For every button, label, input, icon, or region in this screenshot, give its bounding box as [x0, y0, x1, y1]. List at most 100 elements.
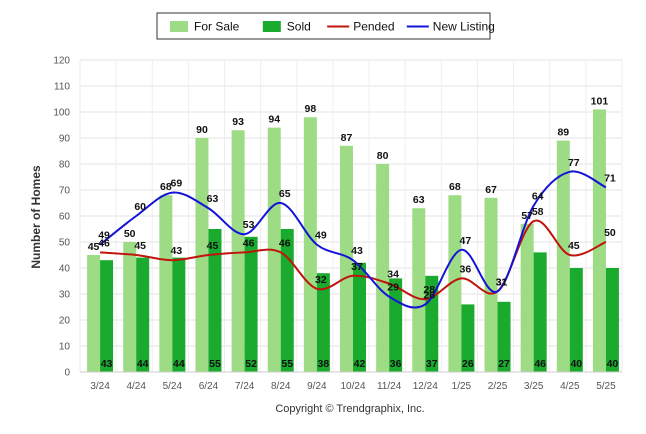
y-tick-label: 80 [59, 160, 71, 171]
bar-sold [172, 257, 186, 372]
line-layer [99, 170, 607, 309]
legend-label-pended: Pended [353, 20, 394, 34]
pended-value-label: 46 [243, 237, 255, 249]
y-tick-label: 30 [59, 290, 71, 301]
sold-value-label: 38 [318, 358, 330, 370]
pended-value-label: 34 [387, 269, 399, 281]
sold-value-label: 27 [498, 358, 510, 370]
sold-value-label: 55 [281, 358, 293, 370]
new-listing-value-label: 71 [604, 172, 616, 184]
bar-for-sale [303, 117, 317, 372]
sold-value-label: 52 [245, 358, 257, 370]
bar-for-sale [87, 255, 101, 372]
pended-value-label: 45 [134, 240, 146, 252]
sold-value-label: 26 [462, 358, 474, 370]
sold-value-label: 36 [390, 358, 402, 370]
new-listing-value-label: 49 [315, 230, 327, 242]
for-sale-value-label: 67 [485, 184, 497, 196]
bar-for-sale [412, 208, 426, 372]
y-tick-label: 10 [59, 342, 71, 353]
new-listing-value-label: 47 [460, 235, 472, 247]
pended-value-label: 32 [315, 274, 327, 286]
copyright: Copyright © Trendgraphix, Inc. [275, 403, 424, 415]
x-tick-label: 5/24 [163, 381, 183, 392]
pended-line [99, 219, 607, 301]
bar-sold [280, 229, 294, 372]
sold-value-label: 40 [607, 358, 619, 370]
pended-value-label: 58 [532, 206, 544, 218]
bar-for-sale [376, 164, 390, 372]
pended-value-label: 43 [170, 245, 182, 257]
bar-sold [316, 273, 330, 372]
new-listing-value-label: 64 [532, 191, 544, 203]
y-tick-label: 100 [53, 108, 70, 119]
x-tick-label: 12/24 [413, 381, 438, 392]
bar-for-sale [231, 130, 245, 372]
new-listing-line [99, 170, 607, 309]
legend-box [156, 12, 491, 40]
x-tick-label: 3/24 [90, 381, 110, 392]
sold-value-label: 42 [354, 358, 366, 370]
bar-sold [208, 229, 222, 372]
pended-value-label: 45 [568, 240, 580, 252]
x-tick-label: 7/24 [235, 381, 255, 392]
bar-for-sale [159, 195, 173, 372]
sold-value-label: 40 [570, 358, 582, 370]
x-tick-label: 10/24 [340, 381, 365, 392]
y-tick-label: 70 [59, 186, 71, 197]
bar-sold [100, 260, 114, 372]
bar-for-sale [556, 140, 570, 372]
legend-label-sold: Sold [287, 20, 311, 34]
bar-for-sale [123, 242, 137, 372]
sold-value-label: 46 [534, 358, 546, 370]
x-tick-label: 9/24 [307, 381, 327, 392]
new-listing-value-label: 53 [243, 219, 255, 231]
legend-swatch-sold [262, 21, 281, 32]
x-tick-label: 5/25 [596, 381, 616, 392]
for-sale-value-label: 94 [268, 114, 280, 126]
for-sale-value-label: 90 [196, 124, 208, 136]
bar-for-sale [520, 223, 534, 372]
new-listing-value-label: 29 [387, 282, 399, 294]
for-sale-value-label: 68 [449, 181, 461, 193]
value-labels: 45 43 50 44 68 44 90 55 93 52 94 55 98 38 87 42 80 36 63 37… [88, 95, 619, 370]
for-sale-value-label: 80 [377, 150, 389, 162]
y-axis-title: Number of Homes [29, 165, 43, 269]
bar-layer [87, 109, 619, 373]
pended-value-label: 46 [279, 237, 291, 249]
bar-sold [497, 301, 511, 372]
new-listing-value-label: 65 [279, 188, 291, 200]
legend: For Sale Sold Pended New Listing [156, 12, 495, 40]
bar-sold [533, 252, 547, 372]
sold-value-label: 37 [426, 358, 438, 370]
sold-value-label: 43 [101, 358, 113, 370]
pended-value-label: 36 [460, 263, 472, 275]
y-tick-label: 90 [59, 134, 71, 145]
pended-value-label: 46 [98, 237, 110, 249]
bar-for-sale [340, 145, 353, 372]
sold-value-label: 55 [209, 358, 221, 370]
new-listing-value-label: 77 [568, 157, 580, 169]
new-listing-value-label: 43 [351, 245, 363, 257]
pended-value-label: 28 [423, 284, 435, 296]
bar-for-sale [448, 195, 462, 372]
x-tick-label: 4/25 [560, 381, 580, 392]
for-sale-value-label: 93 [232, 116, 244, 128]
for-sale-value-label: 87 [341, 132, 353, 144]
pended-value-label: 45 [207, 240, 219, 252]
x-tick-label: 11/24 [377, 381, 402, 392]
bar-sold [353, 262, 366, 372]
pended-value-label: 31 [496, 276, 508, 288]
new-listing-value-label: 31 [496, 276, 508, 288]
x-tick-label: 4/24 [126, 381, 146, 392]
y-tick-label: 120 [53, 56, 70, 67]
y-tick-label: 110 [54, 82, 70, 93]
x-tick-label: 1/25 [452, 381, 472, 392]
legend-label-for-sale: For Sale [194, 20, 240, 34]
new-listing-value-label: 69 [170, 178, 182, 190]
y-tick-label: 60 [59, 212, 71, 223]
sold-value-label: 44 [137, 358, 149, 370]
new-listing-value-label: 63 [207, 193, 219, 205]
axes: 0 10 20 30 40 50 60 70 80 90 100 110 120 3/24 4/24 5/24… [53, 56, 622, 392]
